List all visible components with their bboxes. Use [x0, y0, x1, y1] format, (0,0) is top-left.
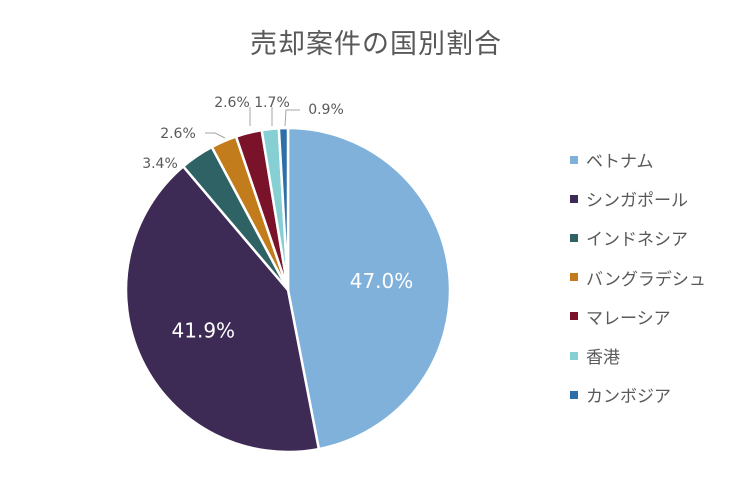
- legend-item: インドネシア: [570, 218, 706, 257]
- legend-swatch: [570, 312, 578, 321]
- slice-label: 41.9%: [172, 319, 236, 343]
- leader-line: [284, 109, 300, 127]
- slice-label: 2.6%: [160, 126, 196, 142]
- slice-label: 3.4%: [142, 156, 178, 172]
- legend-label: インドネシア: [586, 230, 688, 251]
- pie-slice: [124, 164, 321, 454]
- legend-label: マレーシア: [586, 308, 671, 329]
- legend-item: ベトナム: [570, 140, 706, 179]
- legend: ベトナムシンガポール インドネシア バングラデシュ マレーシア香港カンボジア: [570, 140, 706, 414]
- legend-item: バングラデシュ: [570, 258, 706, 297]
- slice-label: 0.9%: [308, 102, 344, 118]
- legend-label: カンボジア: [586, 387, 671, 408]
- legend-swatch: [570, 194, 578, 203]
- chart-title: 売却案件の国別割合: [250, 29, 502, 60]
- legend-swatch: [570, 351, 578, 360]
- legend-label: シンガポール: [586, 191, 688, 212]
- legend-label: バングラデシュ: [586, 269, 706, 290]
- legend-item: 香港: [570, 336, 706, 375]
- legend-item: カンボジア: [570, 375, 706, 414]
- legend-item: シンガポール: [570, 179, 706, 218]
- legend-label: 香港: [586, 348, 620, 369]
- legend-swatch: [570, 233, 578, 242]
- legend-swatch: [570, 155, 578, 164]
- slice-label: 1.7%: [254, 95, 290, 111]
- slice-label: 47.0%: [350, 269, 414, 293]
- leader-line: [205, 132, 226, 139]
- legend-item: マレーシア: [570, 297, 706, 336]
- legend-swatch: [570, 273, 578, 282]
- legend-swatch: [570, 390, 578, 399]
- pie-slice: [286, 126, 452, 451]
- pie-slice: [277, 126, 290, 291]
- legend-label: ベトナム: [586, 152, 654, 173]
- slice-label: 2.6%: [214, 95, 250, 111]
